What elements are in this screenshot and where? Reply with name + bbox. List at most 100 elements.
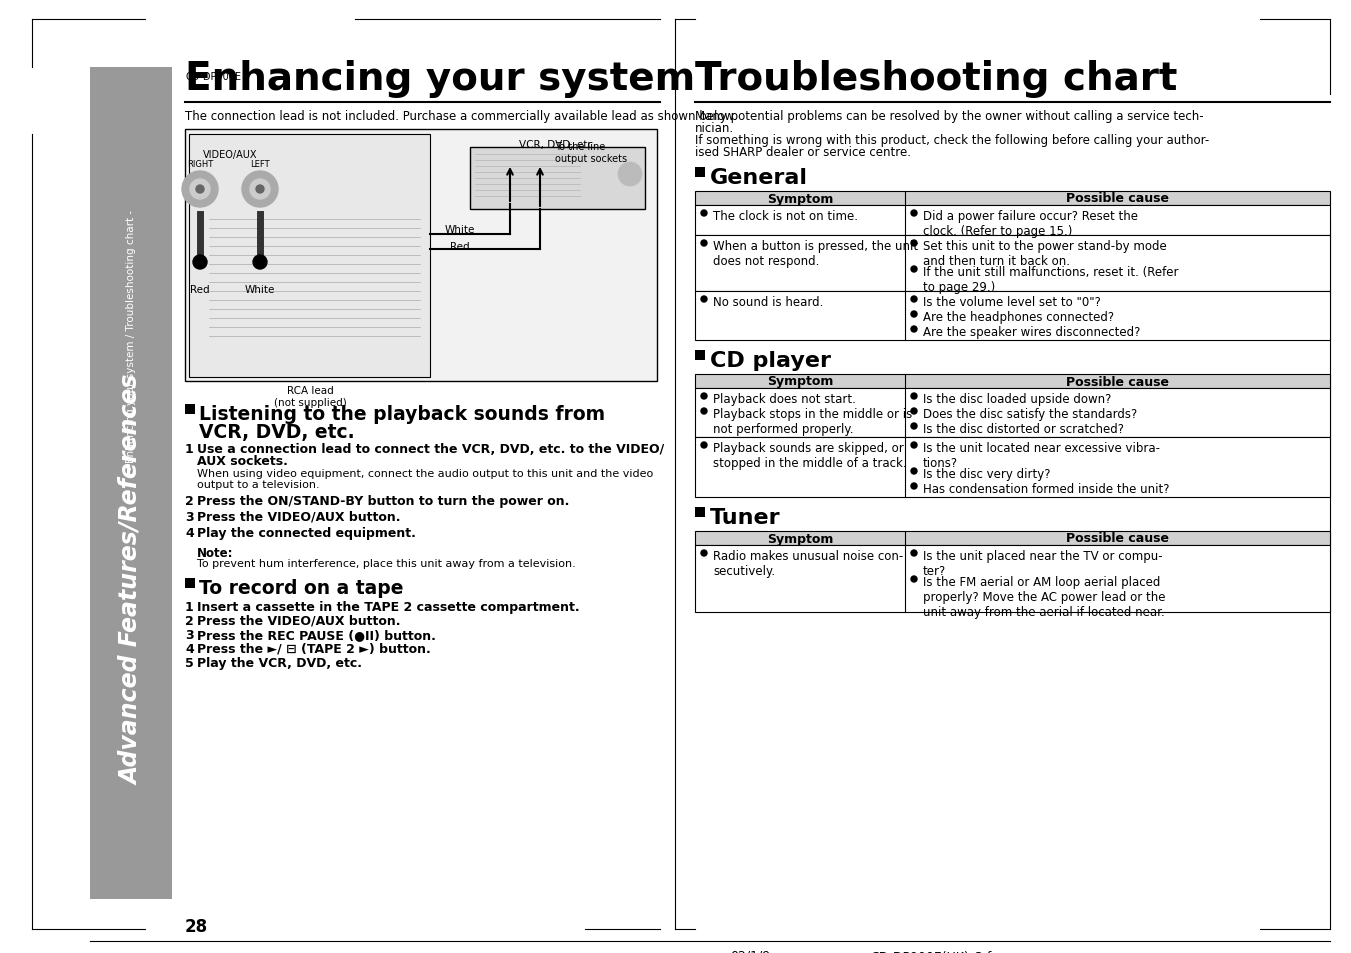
Circle shape (911, 423, 917, 430)
Circle shape (911, 327, 917, 333)
Text: 5: 5 (185, 657, 193, 669)
Text: Playback sounds are skipped, or
stopped in the middle of a track.: Playback sounds are skipped, or stopped … (713, 441, 907, 470)
Bar (185, 130, 657, 381)
Circle shape (911, 312, 917, 317)
Text: 1: 1 (185, 600, 193, 614)
Text: Red: Red (190, 285, 209, 294)
Circle shape (255, 186, 263, 193)
Bar (470, 148, 644, 210)
Text: Symptom: Symptom (767, 532, 834, 545)
Circle shape (911, 241, 917, 247)
Circle shape (911, 551, 917, 557)
Text: Note:: Note: (197, 546, 234, 559)
Text: White: White (245, 285, 276, 294)
Circle shape (701, 211, 707, 216)
Text: CD-DP900E(UK)_3.fm: CD-DP900E(UK)_3.fm (870, 949, 1004, 953)
Text: Radio makes unusual noise con-
secutively.: Radio makes unusual noise con- secutivel… (713, 550, 904, 578)
Bar (694, 507, 705, 517)
Text: VIDEO/AUX: VIDEO/AUX (203, 150, 257, 160)
Text: Play the connected equipment.: Play the connected equipment. (197, 526, 416, 539)
Circle shape (911, 211, 917, 216)
Bar (694, 375, 1329, 389)
Text: Press the ►/ ⊟ (TAPE 2 ►) button.: Press the ►/ ⊟ (TAPE 2 ►) button. (197, 642, 431, 656)
Text: 2: 2 (185, 615, 193, 627)
Circle shape (911, 469, 917, 475)
Circle shape (911, 409, 917, 415)
Text: Insert a cassette in the TAPE 2 cassette compartment.: Insert a cassette in the TAPE 2 cassette… (197, 600, 580, 614)
Text: Is the disc distorted or scratched?: Is the disc distorted or scratched? (923, 422, 1124, 436)
Circle shape (701, 442, 707, 449)
Circle shape (701, 409, 707, 415)
Circle shape (911, 296, 917, 303)
Circle shape (190, 180, 209, 200)
Text: Is the FM aerial or AM loop aerial placed
properly? Move the AC power lead or th: Is the FM aerial or AM loop aerial place… (923, 576, 1166, 618)
Circle shape (911, 577, 917, 582)
Circle shape (701, 394, 707, 399)
Text: Is the disc very dirty?: Is the disc very dirty? (923, 468, 1051, 480)
Text: Symptom: Symptom (767, 375, 834, 388)
Text: If something is wrong with this product, check the following before calling your: If something is wrong with this product,… (694, 133, 1209, 147)
Text: Possible cause: Possible cause (1066, 375, 1169, 388)
Text: When using video equipment, connect the audio output to this unit and the video: When using video equipment, connect the … (197, 469, 654, 478)
Text: Troubleshooting chart: Troubleshooting chart (694, 60, 1177, 98)
Text: VCR, DVD, etc.: VCR, DVD, etc. (199, 422, 354, 441)
Text: Is the disc loaded upside down?: Is the disc loaded upside down? (923, 393, 1112, 406)
Text: The connection lead is not included. Purchase a commercially available lead as s: The connection lead is not included. Pur… (185, 110, 736, 123)
Text: Press the ON/STAND-BY button to turn the power on.: Press the ON/STAND-BY button to turn the… (197, 495, 569, 507)
Circle shape (193, 255, 207, 270)
Text: Is the unit placed near the TV or compu-
ter?: Is the unit placed near the TV or compu-… (923, 550, 1163, 578)
Text: Red: Red (450, 242, 470, 252)
Circle shape (911, 267, 917, 273)
Text: ised SHARP dealer or service centre.: ised SHARP dealer or service centre. (694, 146, 911, 159)
Text: RCA lead
(not supplied): RCA lead (not supplied) (274, 386, 346, 407)
Text: Does the disc satisfy the standards?: Does the disc satisfy the standards? (923, 408, 1138, 420)
Bar (694, 206, 1329, 235)
Bar (694, 532, 1329, 545)
Text: If the unit still malfunctions, reset it. (Refer
to page 29.): If the unit still malfunctions, reset it… (923, 266, 1178, 294)
Text: Is the volume level set to "0"?: Is the volume level set to "0"? (923, 295, 1101, 309)
Circle shape (911, 394, 917, 399)
Text: CD-DP900E: CD-DP900E (185, 71, 240, 82)
Text: AUX sockets.: AUX sockets. (197, 455, 288, 468)
Text: Enhancing your system: Enhancing your system (185, 60, 696, 98)
Text: Press the VIDEO/AUX button.: Press the VIDEO/AUX button. (197, 615, 400, 627)
Text: Listening to the playback sounds from: Listening to the playback sounds from (199, 405, 605, 423)
Circle shape (911, 442, 917, 449)
Text: Did a power failure occur? Reset the
clock. (Refer to page 15.): Did a power failure occur? Reset the clo… (923, 210, 1138, 237)
Text: Possible cause: Possible cause (1066, 193, 1169, 205)
Text: Press the VIDEO/AUX button.: Press the VIDEO/AUX button. (197, 511, 400, 523)
Text: To prevent hum interference, place this unit away from a television.: To prevent hum interference, place this … (197, 558, 576, 568)
Bar (91, 68, 172, 899)
Bar (694, 545, 1329, 613)
Circle shape (701, 241, 707, 247)
Text: Has condensation formed inside the unit?: Has condensation formed inside the unit? (923, 482, 1170, 496)
Bar (694, 389, 1329, 437)
Bar (694, 292, 1329, 340)
Text: When a button is pressed, the unit
does not respond.: When a button is pressed, the unit does … (713, 240, 919, 268)
Bar (694, 168, 705, 178)
Text: Playback does not start.: Playback does not start. (713, 393, 857, 406)
Text: RIGHT: RIGHT (186, 160, 213, 169)
Text: nician.: nician. (694, 122, 734, 135)
Circle shape (701, 551, 707, 557)
Circle shape (242, 172, 278, 208)
Text: - Enhancing your system / Troubleshooting chart -: - Enhancing your system / Troubleshootin… (126, 210, 136, 470)
Circle shape (701, 296, 707, 303)
Text: Play the VCR, DVD, etc.: Play the VCR, DVD, etc. (197, 657, 362, 669)
Text: Use a connection lead to connect the VCR, DVD, etc. to the VIDEO/: Use a connection lead to connect the VCR… (197, 442, 665, 456)
Text: 3: 3 (185, 511, 193, 523)
Text: 1: 1 (185, 442, 193, 456)
Text: No sound is heard.: No sound is heard. (713, 295, 823, 309)
Text: White: White (444, 225, 476, 234)
Text: Press the REC PAUSE (●II) button.: Press the REC PAUSE (●II) button. (197, 628, 436, 641)
Text: Is the unit located near excessive vibra-
tions?: Is the unit located near excessive vibra… (923, 441, 1161, 470)
Text: Many potential problems can be resolved by the owner without calling a service t: Many potential problems can be resolved … (694, 110, 1204, 123)
Text: LEFT: LEFT (250, 160, 270, 169)
Text: Possible cause: Possible cause (1066, 532, 1169, 545)
Text: CD player: CD player (711, 351, 831, 371)
Text: 4: 4 (185, 642, 193, 656)
Text: Symptom: Symptom (767, 193, 834, 205)
Text: Are the headphones connected?: Are the headphones connected? (923, 311, 1115, 324)
Bar (189, 135, 430, 377)
Bar (694, 235, 1329, 292)
